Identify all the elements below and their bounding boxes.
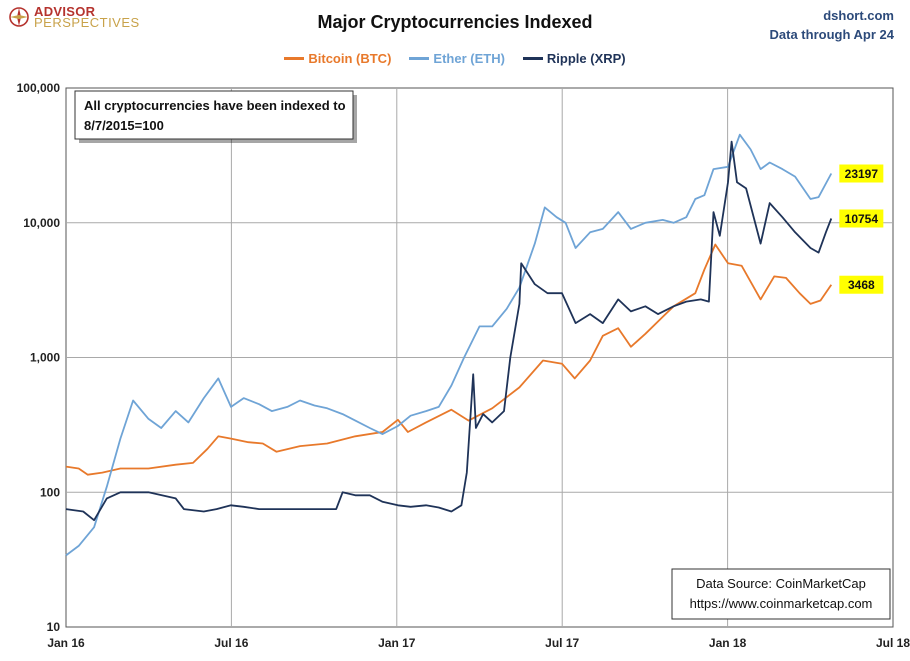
x-tick-label: Jan 18 <box>709 636 747 650</box>
annotation-line1: All cryptocurrencies have been indexed t… <box>84 98 346 113</box>
end-label-bg-xrp <box>839 209 884 228</box>
x-tick-label: Jan 16 <box>47 636 85 650</box>
end-label-xrp: 10754 <box>845 212 879 226</box>
end-label-bg-btc <box>839 275 884 294</box>
end-label-btc: 3468 <box>848 278 875 292</box>
advisor-perspectives-logo: ADVISOR PERSPECTIVES <box>8 4 140 30</box>
source-line2[interactable]: https://www.coinmarketcap.com <box>690 596 873 611</box>
legend-swatch-eth <box>409 57 430 60</box>
legend-label-xrp: Ripple (XRP) <box>546 51 626 66</box>
source-box: Data Source: CoinMarketCap https://www.c… <box>671 568 891 620</box>
legend-label-btc: Bitcoin (BTC) <box>308 51 392 66</box>
legend: Bitcoin (BTC) Ether (ETH) Ripple (XRP) <box>0 51 910 66</box>
legend-swatch-xrp <box>522 57 543 60</box>
chart-title: Major Cryptocurrencies Indexed <box>317 12 593 32</box>
logo-line2: PERSPECTIVES <box>34 15 140 30</box>
y-tick-label: 10,000 <box>23 216 60 230</box>
y-tick-label: 1,000 <box>30 351 60 365</box>
series-line-eth <box>65 133 833 557</box>
end-label-bg-eth <box>839 164 884 183</box>
y-tick-label: 10 <box>47 620 61 634</box>
source-line1: Data Source: CoinMarketCap <box>696 576 866 591</box>
legend-item-xrp: Ripple (XRP) <box>522 51 626 66</box>
x-tick-label: Jan 17 <box>378 636 416 650</box>
legend-item-btc: Bitcoin (BTC) <box>284 51 391 66</box>
annotation-line2: 8/7/2015=100 <box>84 118 164 133</box>
legend-swatch-btc <box>284 57 305 60</box>
annotation-box: All cryptocurrencies have been indexed t… <box>74 90 357 143</box>
x-tick-label: Jul 18 <box>876 636 910 650</box>
x-tick-label: Jul 16 <box>214 636 248 650</box>
legend-label-eth: Ether (ETH) <box>433 51 505 66</box>
site-info: dshort.com Data through Apr 24 <box>770 6 894 44</box>
plot-border <box>65 87 894 628</box>
series-line-xrp <box>65 140 833 522</box>
legend-item-eth: Ether (ETH) <box>409 51 505 66</box>
x-tick-label: Jul 17 <box>545 636 579 650</box>
compass-icon <box>9 7 29 27</box>
data-through: Data through Apr 24 <box>769 27 894 42</box>
y-tick-label: 100 <box>40 485 60 499</box>
logo-line1: ADVISOR <box>34 4 96 19</box>
end-label-eth: 23197 <box>845 167 879 181</box>
y-tick-label: 100,000 <box>17 81 61 95</box>
series-line-btc <box>65 243 833 476</box>
site-name[interactable]: dshort.com <box>823 8 894 23</box>
